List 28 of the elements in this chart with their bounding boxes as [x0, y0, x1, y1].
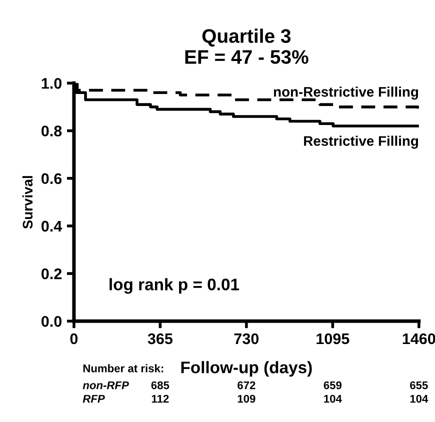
text: non-RFP: [82, 381, 129, 390]
text: 112: [152, 394, 169, 403]
text: 659: [324, 381, 342, 390]
series-label: Restrictive Filling: [304, 136, 418, 149]
text: 672: [238, 381, 256, 390]
text: Number at risk:: [83, 364, 164, 372]
y-tick-label: 1.0: [42, 78, 62, 89]
text: 655: [410, 381, 428, 390]
y-tick-label: 0.8: [42, 126, 62, 136]
y-tick-label: 0.6: [42, 173, 62, 184]
x-tick-label: 1095: [316, 333, 350, 344]
annotation: log rank p = 0.01: [110, 278, 240, 294]
text: RFP: [82, 394, 105, 403]
y-tick-label: 0.4: [42, 220, 62, 232]
series-label: non-Restrictive Filling: [274, 86, 418, 100]
text: 685: [151, 381, 170, 390]
text: 104: [410, 394, 428, 403]
x-tick-label: 1460: [402, 333, 435, 344]
y-tick-label: 0.0: [42, 316, 62, 327]
y-axis-title: Survival: [22, 176, 33, 229]
text: 109: [238, 394, 256, 403]
x-axis-title: Follow-up (days): [181, 361, 312, 377]
y-tick-label: 0.2: [42, 268, 62, 280]
x-tick-label: 0: [70, 333, 78, 344]
text: 104: [324, 394, 342, 403]
chart-title: Quartile 3 EF = 47 - 53%: [185, 28, 308, 64]
x-tick-label: 365: [148, 333, 173, 344]
x-tick-label: 730: [234, 333, 259, 344]
